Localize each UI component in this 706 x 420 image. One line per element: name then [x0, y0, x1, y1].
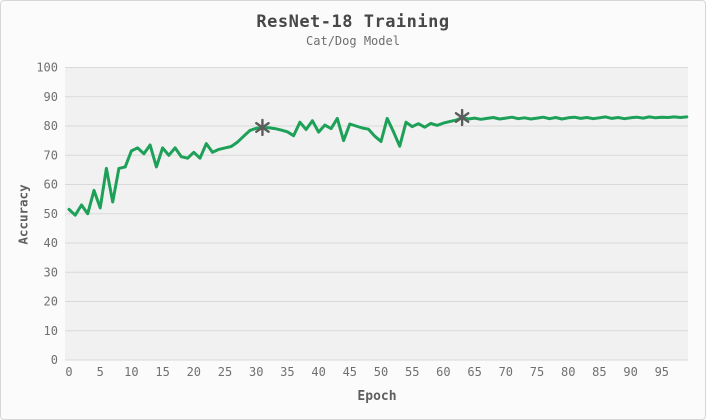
x-tick-label: 95	[655, 365, 669, 379]
x-tick-label: 70	[499, 365, 513, 379]
x-tick-label: 85	[592, 365, 606, 379]
checkpoint-marker-icon	[255, 121, 270, 133]
y-tick-label: 70	[44, 148, 58, 162]
x-tick-label: 5	[97, 365, 104, 379]
y-tick-label: 20	[44, 295, 58, 309]
y-tick-label: 0	[51, 353, 58, 367]
y-tick-label: 30	[44, 265, 58, 279]
chart-title: ResNet-18 Training	[256, 12, 450, 32]
chart-subtitle: Cat/Dog Model	[306, 34, 400, 48]
y-tick-label: 60	[44, 178, 58, 192]
x-tick-label: 35	[280, 365, 294, 379]
x-tick-label: 20	[187, 365, 201, 379]
x-tick-label: 0	[65, 365, 72, 379]
x-tick-label: 50	[374, 365, 388, 379]
training-accuracy-line	[67, 115, 689, 217]
y-tick-label: 100	[36, 61, 58, 75]
x-tick-label: 30	[249, 365, 263, 379]
y-tick-label: 50	[44, 207, 58, 221]
x-tick-label: 80	[561, 365, 575, 379]
x-tick-label: 55	[405, 365, 419, 379]
x-tick-label: 65	[467, 365, 481, 379]
y-tick-label: 10	[44, 324, 58, 338]
x-tick-label: 25	[218, 365, 232, 379]
x-tick-label: 45	[343, 365, 357, 379]
x-axis-title: Epoch	[357, 389, 397, 404]
checkpoint-marker-icon	[454, 112, 470, 124]
x-tick-label: 10	[124, 365, 138, 379]
x-tick-label: 15	[155, 365, 169, 379]
x-tick-label: 60	[436, 365, 450, 379]
x-tick-label: 90	[623, 365, 637, 379]
y-tick-label: 40	[44, 236, 58, 250]
x-tick-label: 75	[530, 365, 544, 379]
x-tick-label: 40	[311, 365, 325, 379]
y-tick-label: 90	[44, 90, 58, 104]
y-tick-label: 80	[44, 119, 58, 133]
